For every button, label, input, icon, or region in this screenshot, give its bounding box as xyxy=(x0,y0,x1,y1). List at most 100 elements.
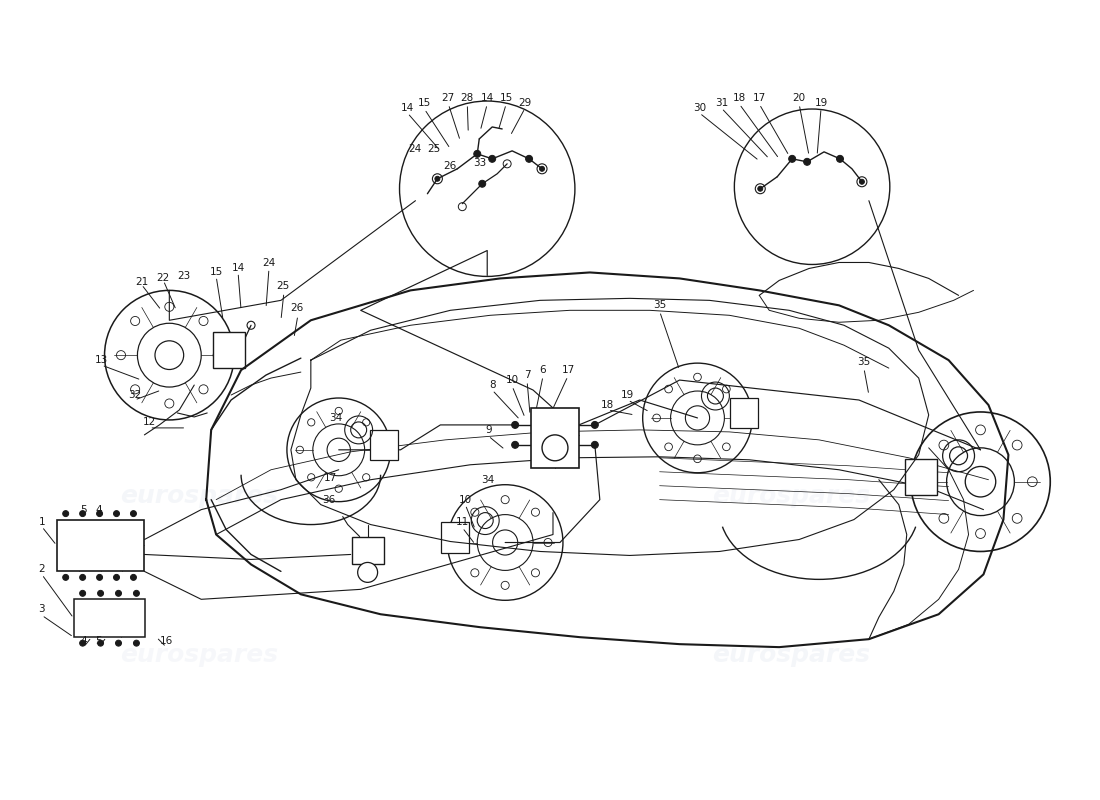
Circle shape xyxy=(63,574,68,580)
Circle shape xyxy=(512,442,518,448)
Text: 5: 5 xyxy=(80,505,87,514)
Text: eurospares: eurospares xyxy=(712,643,870,667)
Text: eurospares: eurospares xyxy=(120,484,278,508)
Text: 7: 7 xyxy=(524,370,530,380)
Text: 31: 31 xyxy=(715,98,728,108)
Bar xyxy=(74,599,145,637)
Text: 35: 35 xyxy=(857,357,870,367)
Text: 4: 4 xyxy=(96,505,102,514)
Text: 24: 24 xyxy=(408,144,421,154)
Text: 11: 11 xyxy=(455,517,469,526)
Circle shape xyxy=(434,176,440,182)
Circle shape xyxy=(116,640,121,646)
Circle shape xyxy=(526,155,532,162)
Text: 19: 19 xyxy=(814,98,827,108)
Text: 2: 2 xyxy=(39,565,45,574)
Bar xyxy=(352,537,384,565)
Circle shape xyxy=(859,179,865,184)
Text: 36: 36 xyxy=(322,494,335,505)
Circle shape xyxy=(79,590,86,596)
Text: 6: 6 xyxy=(540,365,547,375)
Text: 16: 16 xyxy=(160,636,173,646)
Text: 20: 20 xyxy=(793,93,805,103)
Text: 15: 15 xyxy=(209,267,223,278)
Text: 14: 14 xyxy=(481,93,494,103)
Bar xyxy=(441,522,470,554)
Circle shape xyxy=(63,510,68,517)
Text: 34: 34 xyxy=(482,474,495,485)
Text: 19: 19 xyxy=(621,390,635,400)
Bar xyxy=(531,408,579,468)
Circle shape xyxy=(804,158,811,166)
Text: 24: 24 xyxy=(263,258,276,269)
Circle shape xyxy=(97,510,102,517)
Text: 12: 12 xyxy=(143,417,156,427)
Circle shape xyxy=(131,510,136,517)
Circle shape xyxy=(113,510,120,517)
Text: 28: 28 xyxy=(461,93,474,103)
Text: 18: 18 xyxy=(602,400,615,410)
Circle shape xyxy=(79,510,86,517)
Text: 27: 27 xyxy=(442,93,455,103)
Circle shape xyxy=(133,640,140,646)
Circle shape xyxy=(539,166,544,171)
Circle shape xyxy=(133,590,140,596)
Circle shape xyxy=(836,155,844,162)
Circle shape xyxy=(542,435,568,461)
Text: 14: 14 xyxy=(231,263,244,274)
Circle shape xyxy=(79,640,86,646)
Circle shape xyxy=(399,101,575,277)
Bar xyxy=(213,332,245,368)
Bar xyxy=(370,430,397,460)
Text: 15: 15 xyxy=(418,98,431,108)
Bar xyxy=(57,519,144,571)
Text: 8: 8 xyxy=(488,380,495,390)
Text: 9: 9 xyxy=(485,425,492,435)
Text: 22: 22 xyxy=(156,274,170,283)
Text: 26: 26 xyxy=(443,161,456,171)
Circle shape xyxy=(488,155,496,162)
Circle shape xyxy=(113,574,120,580)
Circle shape xyxy=(79,574,86,580)
Text: 35: 35 xyxy=(653,300,667,310)
Circle shape xyxy=(98,640,103,646)
Text: 14: 14 xyxy=(400,103,414,113)
Circle shape xyxy=(358,562,377,582)
Text: 13: 13 xyxy=(95,355,108,365)
Text: 17: 17 xyxy=(752,93,766,103)
Circle shape xyxy=(97,574,102,580)
Text: eurospares: eurospares xyxy=(120,643,278,667)
Circle shape xyxy=(474,150,481,158)
Circle shape xyxy=(98,590,103,596)
Text: 25: 25 xyxy=(427,144,440,154)
Circle shape xyxy=(758,186,762,191)
Text: 1: 1 xyxy=(39,517,45,526)
Text: 17: 17 xyxy=(324,473,338,482)
Text: 21: 21 xyxy=(135,278,149,287)
Text: 4: 4 xyxy=(80,636,87,646)
Text: 32: 32 xyxy=(128,390,141,400)
Text: eurospares: eurospares xyxy=(712,484,870,508)
Text: 10: 10 xyxy=(506,375,519,385)
Circle shape xyxy=(592,442,598,448)
Text: 3: 3 xyxy=(39,604,45,614)
Bar xyxy=(730,398,758,428)
Text: 34: 34 xyxy=(329,413,342,423)
Text: 15: 15 xyxy=(499,93,513,103)
Text: 30: 30 xyxy=(693,103,706,113)
Text: 33: 33 xyxy=(474,158,487,168)
Text: 18: 18 xyxy=(733,93,746,103)
Text: 29: 29 xyxy=(518,98,531,108)
Text: 5: 5 xyxy=(96,636,102,646)
Text: 17: 17 xyxy=(561,365,574,375)
Circle shape xyxy=(735,109,890,265)
Text: 25: 25 xyxy=(276,282,289,291)
Circle shape xyxy=(789,155,795,162)
Bar xyxy=(905,458,937,494)
Circle shape xyxy=(116,590,121,596)
Circle shape xyxy=(512,422,518,429)
Circle shape xyxy=(131,574,136,580)
Circle shape xyxy=(478,180,486,187)
Text: 23: 23 xyxy=(177,271,191,282)
Text: 10: 10 xyxy=(459,494,472,505)
